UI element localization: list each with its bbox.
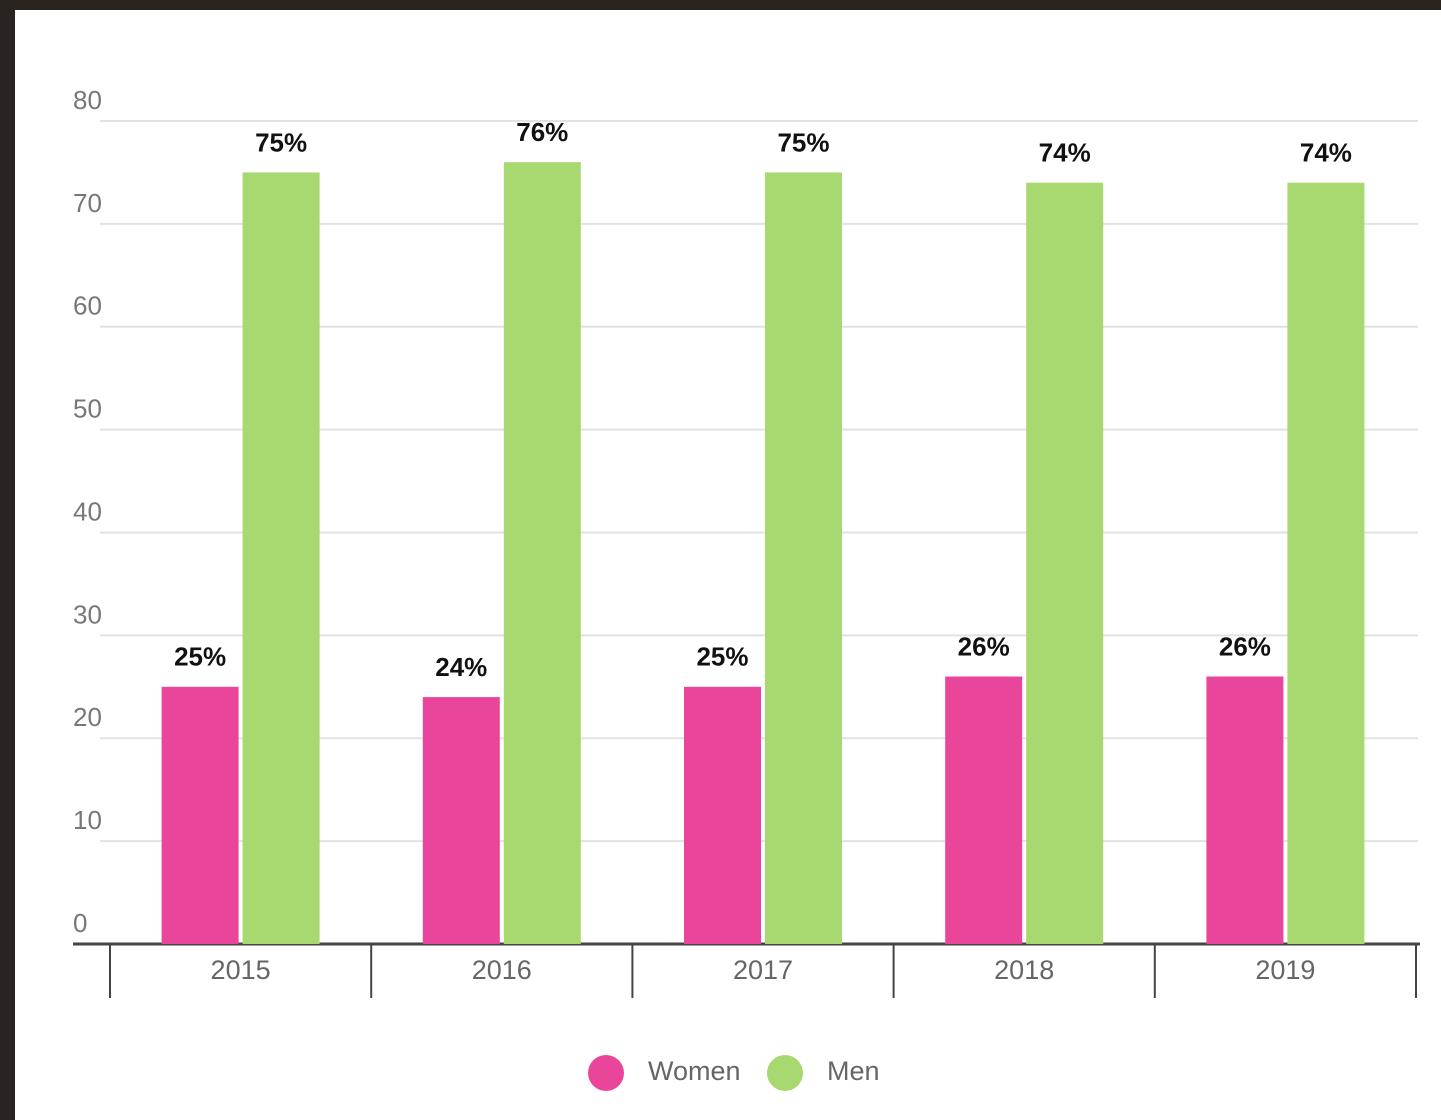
data-label: 74%: [1300, 138, 1352, 168]
legend-swatch: [588, 1055, 624, 1091]
y-tick-label: 70: [73, 188, 102, 218]
data-label: 75%: [777, 127, 829, 157]
data-label: 76%: [516, 117, 568, 147]
data-label: 26%: [1219, 631, 1271, 661]
legend-swatch: [767, 1055, 803, 1091]
x-tick-label: 2017: [733, 955, 793, 985]
data-label: 26%: [958, 631, 1010, 661]
y-tick-label: 50: [73, 394, 102, 424]
data-label: 74%: [1039, 138, 1091, 168]
bar: [422, 697, 500, 944]
legend-label: Men: [827, 1056, 880, 1086]
bar: [1026, 182, 1104, 945]
y-tick-label: 60: [73, 291, 102, 321]
bar: [765, 172, 842, 944]
y-tick-label: 0: [73, 908, 87, 938]
bar: [945, 676, 1023, 944]
data-label: 25%: [174, 642, 226, 672]
x-tick-label: 2016: [472, 955, 532, 985]
x-tick-label: 2018: [994, 955, 1054, 985]
y-tick-label: 30: [73, 599, 102, 629]
bar: [503, 162, 581, 944]
bar: [684, 686, 761, 944]
bar: [1206, 676, 1284, 944]
data-label: 24%: [435, 652, 487, 682]
x-tick-label: 2019: [1255, 955, 1315, 985]
y-tick-label: 40: [73, 496, 102, 526]
bar: [1287, 182, 1365, 945]
y-tick-label: 80: [73, 85, 102, 115]
bar: [161, 686, 239, 944]
bar: [242, 172, 320, 944]
x-tick-label: 2015: [211, 955, 271, 985]
y-tick-label: 10: [73, 805, 102, 835]
chart-panel: [15, 10, 1441, 1120]
data-label: 75%: [255, 127, 307, 157]
legend-label: Women: [648, 1056, 741, 1086]
y-tick-label: 20: [73, 702, 102, 732]
data-label: 25%: [696, 642, 748, 672]
